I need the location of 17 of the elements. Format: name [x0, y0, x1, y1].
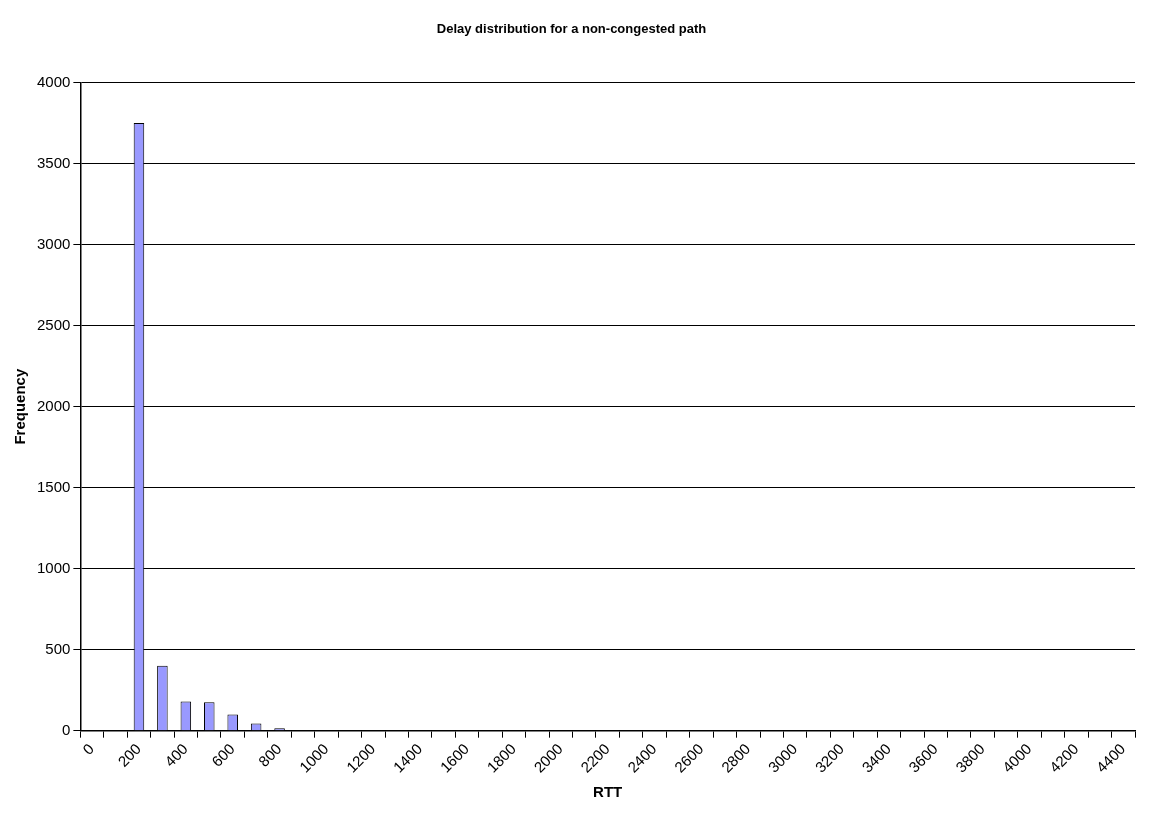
x-tick-label: 200 [114, 740, 145, 770]
y-tick-label: 4000 [36, 72, 71, 90]
x-axis-title: RTT [593, 783, 623, 801]
y-tick-label: 1000 [36, 558, 71, 576]
y-axis-title: Frequency [11, 368, 29, 445]
y-tick-label: 2500 [36, 315, 71, 333]
y-tick-label: 0 [62, 720, 71, 738]
x-tick-label: 0 [79, 740, 98, 758]
x-tick-label: 800 [254, 740, 285, 770]
y-tick-label: 2000 [36, 396, 71, 414]
y-tick-label: 1500 [36, 477, 71, 495]
x-tick-label: 400 [161, 740, 191, 770]
chart-title: Delay distribution for a non-congested path [436, 21, 707, 37]
x-tick-label: 600 [208, 740, 238, 770]
y-tick-label: 3500 [36, 153, 71, 171]
y-tick-label: 500 [45, 639, 71, 657]
y-tick-label: 3000 [36, 234, 71, 252]
